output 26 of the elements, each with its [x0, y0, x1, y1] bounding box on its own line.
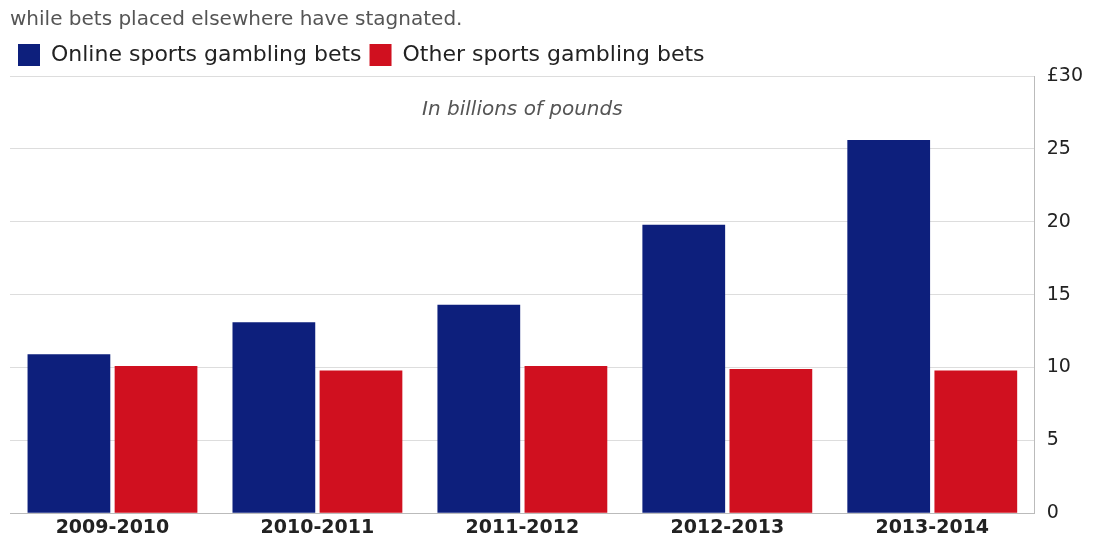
bar — [524, 366, 608, 513]
y-tick-label: 5 — [1046, 427, 1059, 450]
bar — [232, 322, 316, 513]
y-tick-label: 25 — [1046, 135, 1071, 158]
bar — [729, 368, 813, 513]
bar — [642, 224, 726, 513]
y-tick-label: £30 — [1046, 62, 1083, 85]
y-tick-label: 0 — [1046, 500, 1059, 523]
x-tick-label: 2009-2010 — [55, 514, 170, 537]
legend-label: Other sports gambling bets — [402, 40, 705, 66]
bar — [114, 366, 198, 513]
y-tick-label: 15 — [1046, 281, 1071, 304]
bar — [934, 370, 1018, 513]
y-tick-label: 10 — [1046, 354, 1071, 377]
x-tick-label: 2011-2012 — [465, 514, 580, 537]
chart-subtitle: while bets placed elsewhere have stagnated. — [10, 6, 463, 31]
x-tick-label: 2010-2011 — [260, 514, 375, 537]
bar — [319, 370, 403, 513]
x-tick-label: 2012-2013 — [670, 514, 785, 537]
bar — [27, 354, 111, 513]
bar — [847, 140, 931, 513]
legend-label: Online sports gambling bets — [51, 40, 362, 66]
bar — [437, 304, 521, 513]
annotation: In billions of pounds — [422, 96, 623, 121]
y-tick-label: 20 — [1046, 208, 1071, 231]
x-tick-label: 2013-2014 — [875, 514, 990, 537]
